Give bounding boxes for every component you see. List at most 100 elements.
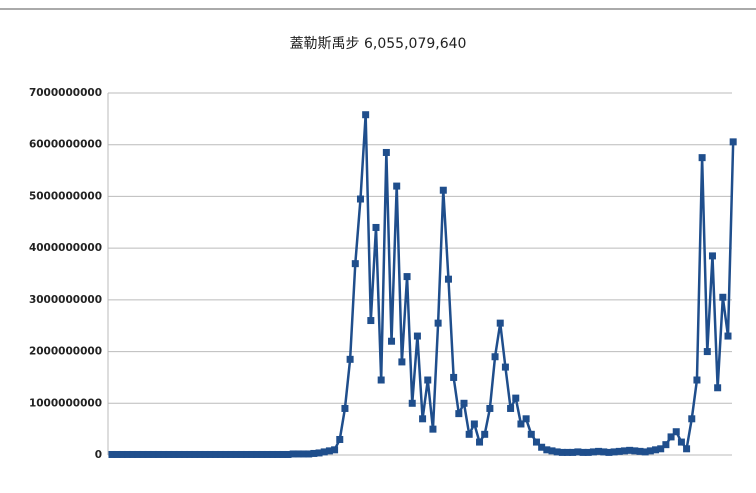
point-marker [424,376,432,384]
point-marker [512,394,520,402]
point-marker [548,447,556,455]
point-marker [579,448,587,456]
point-marker [320,448,328,456]
point-marker [398,358,406,366]
point-marker [294,450,302,458]
point-marker [310,449,318,457]
point-marker [356,195,364,203]
y-tick-label: 5000000000 [29,190,102,202]
point-marker [450,373,458,381]
point-marker [491,353,499,361]
point-marker [248,450,256,458]
point-marker [693,376,701,384]
point-marker [279,450,287,458]
point-marker [196,450,204,458]
point-marker [470,420,478,428]
point-marker [522,415,530,423]
point-marker [708,252,716,260]
point-marker [258,450,266,458]
point-marker [284,450,292,458]
point-marker [439,186,447,194]
point-marker [657,445,665,453]
point-marker [434,319,442,327]
point-marker [315,449,323,457]
point-marker [419,415,427,423]
point-marker [724,332,732,340]
point-marker [134,450,142,458]
y-tick-label: 7000000000 [29,87,102,99]
point-marker [367,317,375,325]
point-marker [243,450,251,458]
point-marker [237,450,245,458]
point-marker [507,404,515,412]
point-marker [336,435,344,443]
point-marker [201,450,209,458]
point-marker [170,450,178,458]
point-marker [180,450,188,458]
point-marker [714,384,722,392]
point-marker [553,448,561,456]
point-marker [263,450,271,458]
point-marker [346,355,354,363]
point-marker [595,447,603,455]
point-marker [641,448,649,456]
point-marker [331,446,339,454]
point-marker [652,446,660,454]
point-marker [532,438,540,446]
point-marker [589,448,597,456]
point-marker [129,450,137,458]
point-marker [403,273,411,281]
y-tick-label: 0 [95,449,102,461]
point-marker [413,332,421,340]
point-marker [144,450,152,458]
point-marker [351,260,359,268]
point-marker [481,430,489,438]
point-marker [460,399,468,407]
y-tick-label: 1000000000 [29,397,102,409]
point-marker [677,438,685,446]
point-marker [527,430,535,438]
point-marker [620,447,628,455]
point-marker [455,410,463,418]
point-marker [667,433,675,441]
point-marker [662,441,670,449]
point-marker [206,450,214,458]
point-marker [382,148,390,156]
point-marker [227,450,235,458]
point-marker [429,425,437,433]
point-marker [388,337,396,345]
point-marker [155,450,163,458]
point-marker [372,223,380,231]
point-marker [501,363,509,371]
point-marker [393,182,401,190]
point-marker [683,445,691,453]
point-marker [610,448,618,456]
point-marker [569,448,577,456]
point-marker [217,450,225,458]
point-marker [377,376,385,384]
point-marker [574,448,582,456]
point-marker [118,450,126,458]
point-marker [325,447,333,455]
point-marker [289,450,297,458]
point-marker [626,446,634,454]
point-marker [538,443,546,451]
point-marker [646,447,654,455]
point-marker [108,450,116,458]
point-marker [191,450,199,458]
point-marker [558,448,566,456]
point-marker [165,450,173,458]
chart-title: 蓋勒斯禹步 6,055,079,640 [290,36,467,52]
point-marker [362,111,370,119]
point-marker [222,450,230,458]
point-marker [729,138,737,146]
point-marker [486,404,494,412]
point-marker [631,447,639,455]
point-marker [688,415,696,423]
point-marker [600,448,608,456]
point-marker [543,446,551,454]
point-marker [341,404,349,412]
point-marker [703,348,711,356]
point-marker [672,428,680,436]
